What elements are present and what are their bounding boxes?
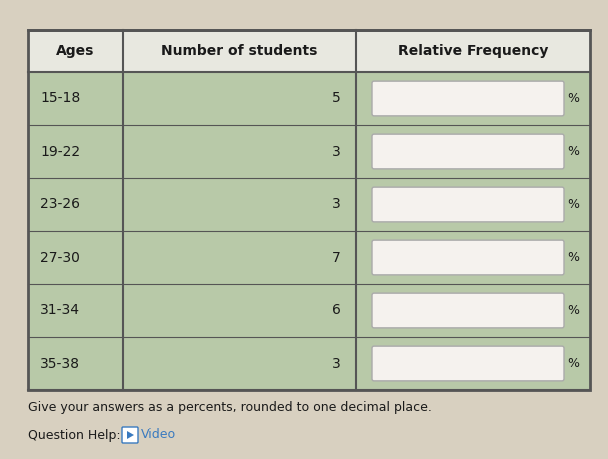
Text: %: % (567, 92, 579, 105)
Bar (28, 30, 590, 390)
Text: 6: 6 (332, 303, 341, 318)
Text: Question Help:: Question Help: (28, 429, 120, 442)
Text: Ages: Ages (57, 44, 95, 58)
Text: 27-30: 27-30 (40, 251, 80, 264)
Text: Give your answers as a percents, rounded to one decimal place.: Give your answers as a percents, rounded… (28, 402, 432, 414)
Text: Video: Video (141, 429, 176, 442)
Polygon shape (127, 431, 134, 439)
Text: %: % (567, 304, 579, 317)
Bar (28, 30, 590, 390)
FancyBboxPatch shape (372, 134, 564, 169)
Text: %: % (567, 198, 579, 211)
Bar (28, 30, 590, 72)
Text: 15-18: 15-18 (40, 91, 80, 106)
Text: 31-34: 31-34 (40, 303, 80, 318)
FancyBboxPatch shape (122, 427, 138, 443)
Text: Relative Frequency: Relative Frequency (398, 44, 548, 58)
Text: 7: 7 (332, 251, 341, 264)
Text: 19-22: 19-22 (40, 145, 80, 158)
FancyBboxPatch shape (372, 346, 564, 381)
FancyBboxPatch shape (372, 293, 564, 328)
FancyBboxPatch shape (372, 187, 564, 222)
Text: Number of students: Number of students (161, 44, 318, 58)
Text: %: % (567, 145, 579, 158)
Text: 35-38: 35-38 (40, 357, 80, 370)
Text: 23-26: 23-26 (40, 197, 80, 212)
Text: %: % (567, 357, 579, 370)
Text: %: % (567, 251, 579, 264)
Text: 5: 5 (332, 91, 341, 106)
FancyBboxPatch shape (372, 81, 564, 116)
FancyBboxPatch shape (372, 240, 564, 275)
Text: 3: 3 (332, 145, 341, 158)
Text: 3: 3 (332, 357, 341, 370)
Text: 3: 3 (332, 197, 341, 212)
